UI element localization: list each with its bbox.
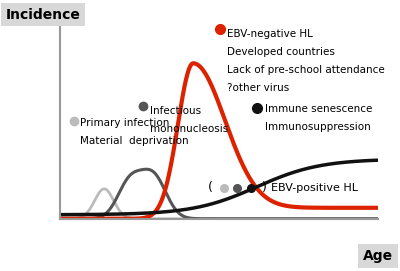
Text: ?other virus: ?other virus xyxy=(226,83,289,93)
Text: Developed countries: Developed countries xyxy=(226,47,334,57)
Text: Age: Age xyxy=(363,249,394,263)
Text: Incidence: Incidence xyxy=(6,8,80,21)
Text: Infectious: Infectious xyxy=(150,106,201,116)
Text: EBV-positive HL: EBV-positive HL xyxy=(271,183,358,193)
Text: Material  deprivation: Material deprivation xyxy=(80,136,189,146)
Text: Immunosuppression: Immunosuppression xyxy=(265,122,370,132)
Text: Primary infection: Primary infection xyxy=(80,118,170,128)
Text: ): ) xyxy=(262,181,266,194)
Text: (: ( xyxy=(208,181,213,194)
Text: Lack of pre-school attendance: Lack of pre-school attendance xyxy=(226,65,384,75)
Text: mononucleosis: mononucleosis xyxy=(150,124,228,134)
Text: Immune senescence: Immune senescence xyxy=(265,104,372,114)
Text: EBV-negative HL: EBV-negative HL xyxy=(226,30,312,39)
